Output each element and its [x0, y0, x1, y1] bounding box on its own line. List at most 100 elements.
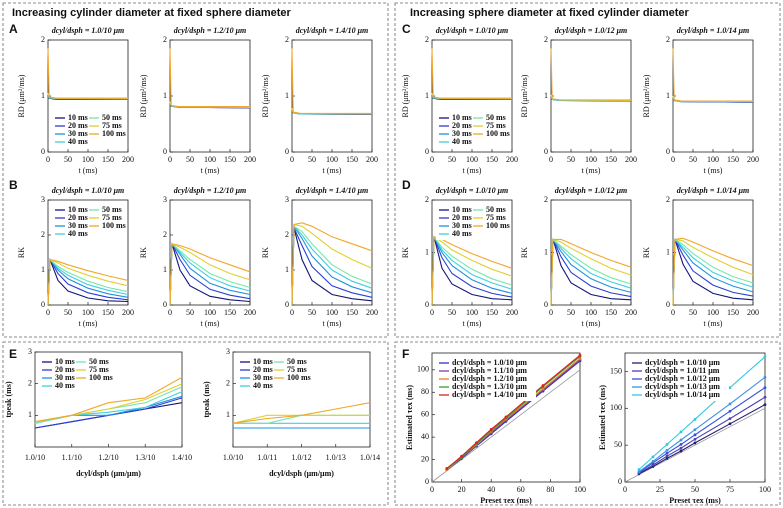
y-axis-label: RD (μm²/ms)	[17, 74, 26, 117]
legend-label: 20 ms	[68, 213, 88, 222]
x-tick-label: 50	[689, 155, 697, 164]
x-tick-label: 50	[186, 155, 194, 164]
x-tick-label: 1.0/10	[223, 453, 243, 462]
panel-label: E	[9, 347, 17, 361]
y-tick-label: 2	[425, 35, 429, 44]
x-axis-label: t (ms)	[201, 319, 220, 328]
x-tick-label: 0	[671, 155, 675, 164]
plot-title: dcyl/dsph = 1.0/12 μm	[555, 26, 628, 35]
series-line	[34, 376, 183, 423]
y-tick-label: 2	[41, 35, 45, 44]
y-axis-label: RK	[17, 247, 26, 258]
x-tick-label: 1.3/10	[135, 453, 155, 462]
y-tick-label: 1	[163, 91, 167, 100]
y-tick-label: 0	[544, 147, 548, 156]
x-tick-label: 100	[707, 155, 719, 164]
x-axis-label: t (ms)	[323, 166, 342, 175]
legend-label: 100 ms	[486, 221, 510, 230]
legend-label: 100 ms	[486, 129, 510, 138]
plot-frame	[550, 39, 632, 153]
x-tick-label: 0	[168, 155, 172, 164]
y-axis-label: RD (μm²/ms)	[520, 74, 529, 117]
x-tick-label: 1.0/12	[291, 453, 311, 462]
point	[763, 395, 767, 399]
point	[693, 441, 697, 445]
y-tick-label: 1	[544, 247, 548, 256]
y-tick-label: 0	[425, 477, 429, 486]
y-axis-label: RD (μm²/ms)	[261, 74, 270, 117]
x-axis-label: t (ms)	[582, 166, 601, 175]
legend-label: 30 ms	[55, 373, 75, 382]
point	[651, 455, 655, 459]
y-tick-label: 3	[41, 195, 45, 204]
x-axis-label: t (ms)	[704, 166, 723, 175]
legend-label: 40 ms	[452, 137, 472, 146]
point	[541, 384, 545, 387]
legend-label: 40 ms	[55, 381, 75, 390]
x-tick-label: 100	[759, 485, 771, 494]
x-axis-label: t (ms)	[79, 319, 98, 328]
y-tick-label: 3	[285, 195, 289, 204]
series-line	[431, 236, 513, 306]
y-tick-label: 20	[421, 454, 429, 463]
legend-label: 50 ms	[486, 205, 506, 214]
x-tick-label: 100	[466, 155, 478, 164]
x-tick-label: 1.2/10	[98, 453, 118, 462]
x-tick-label: 50	[186, 308, 194, 317]
point	[637, 470, 641, 474]
y-tick-label: 2	[28, 378, 32, 387]
plot-title: dcyl/dsph = 1.2/10 μm	[174, 26, 247, 35]
y-tick-label: 0	[425, 147, 429, 156]
y-axis-label: tpeak (ms)	[202, 381, 211, 418]
legend-label: 10 ms	[452, 205, 472, 214]
x-tick-label: 100	[326, 308, 338, 317]
legend-label: 100 ms	[102, 129, 126, 138]
x-tick-label: 50	[448, 155, 456, 164]
legend-label: 75 ms	[89, 365, 109, 374]
x-tick-label: 150	[486, 308, 498, 317]
x-axis-label: Preset τex (ms)	[669, 496, 721, 505]
x-axis-label: t (ms)	[79, 166, 98, 175]
y-tick-label: 80	[421, 387, 429, 396]
y-tick-label: 0	[285, 300, 289, 309]
point	[541, 387, 545, 391]
legend-label: dcyl/dsph = 1.0/14 μm	[645, 390, 720, 399]
x-tick-label: 200	[747, 155, 759, 164]
x-tick-label: 100	[204, 308, 216, 317]
point	[679, 446, 683, 450]
x-tick-label: 1.1/10	[62, 453, 82, 462]
point	[763, 386, 767, 390]
point	[475, 441, 478, 445]
plot-title: dcyl/dsph = 1.2/10 μm	[174, 186, 247, 195]
x-tick-label: 150	[486, 155, 498, 164]
y-tick-label: 2	[666, 195, 670, 204]
x-tick-label: 200	[244, 155, 256, 164]
panel-label: D	[402, 178, 411, 192]
point	[665, 448, 669, 452]
series-line	[291, 48, 372, 114]
legend-label: 10 ms	[253, 357, 273, 366]
y-tick-label: 1	[285, 265, 289, 274]
y-tick-label: 2	[285, 35, 289, 44]
y-tick-label: 100	[417, 365, 429, 374]
x-tick-label: 1.0/13	[326, 453, 346, 462]
legend-label: 30 ms	[452, 221, 472, 230]
series-line	[431, 48, 512, 99]
x-tick-label: 0	[430, 155, 434, 164]
point	[665, 457, 669, 460]
x-tick-label: 100	[82, 155, 94, 164]
y-axis-label: RK	[401, 247, 410, 258]
y-tick-label: 2	[163, 35, 167, 44]
y-tick-label: 0	[618, 477, 622, 486]
x-tick-label: 1.4/10	[172, 453, 192, 462]
point	[489, 427, 493, 431]
point	[637, 468, 641, 471]
x-tick-label: 150	[605, 308, 617, 317]
x-tick-label: 80	[546, 485, 554, 494]
legend-label: 100 ms	[287, 373, 311, 382]
section-box	[394, 341, 781, 506]
x-tick-label: 20	[458, 485, 466, 494]
plot-frame	[169, 39, 251, 153]
point	[578, 353, 582, 357]
y-axis-label: RD (μm²/ms)	[139, 74, 148, 117]
